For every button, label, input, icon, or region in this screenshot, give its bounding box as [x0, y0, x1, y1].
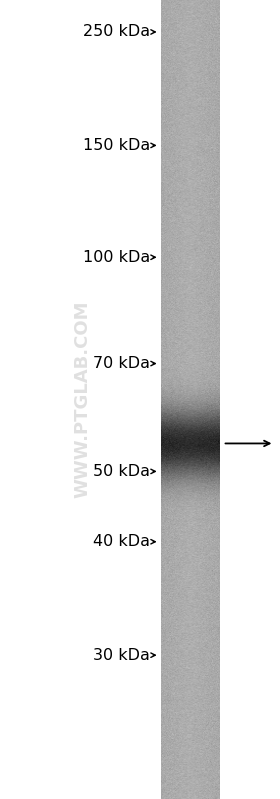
Text: 250 kDa: 250 kDa [83, 25, 150, 39]
Text: WWW.PTGLAB.COM: WWW.PTGLAB.COM [74, 300, 92, 499]
Text: 150 kDa: 150 kDa [83, 138, 150, 153]
Text: 100 kDa: 100 kDa [83, 250, 150, 264]
Text: 70 kDa: 70 kDa [93, 356, 150, 371]
Text: 40 kDa: 40 kDa [93, 535, 150, 549]
Text: 50 kDa: 50 kDa [93, 464, 150, 479]
Text: 30 kDa: 30 kDa [93, 648, 150, 662]
